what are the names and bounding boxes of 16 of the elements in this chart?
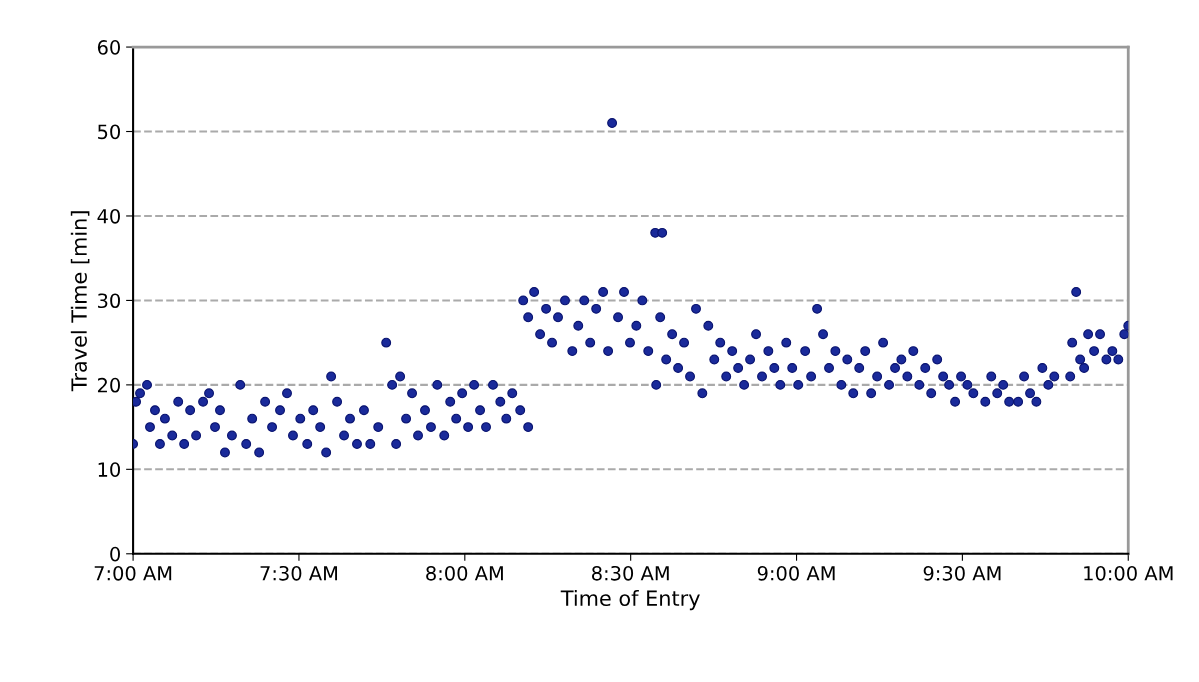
x-tick-label: 9:00 AM xyxy=(757,565,835,581)
x-tick-label: 10:00 AM xyxy=(1084,565,1173,581)
y-tick-label: 50 xyxy=(98,124,120,140)
x-tick-label: 8:00 AM xyxy=(426,565,503,581)
x-tick-label: 9:30 AM xyxy=(923,565,1001,581)
y-axis-title: Travel Time [min] xyxy=(70,211,90,392)
x-tick-label: 7:30 AM xyxy=(260,565,338,581)
y-tick-label: 30 xyxy=(98,293,120,309)
y-tick-label: 0 xyxy=(110,546,120,562)
y-tick-label: 20 xyxy=(97,377,120,393)
x-tick-label: 7:00 AM xyxy=(94,565,172,581)
x-axis-title: Time of Entry xyxy=(560,589,700,611)
x-tick-label: 8:30 AM xyxy=(592,565,669,581)
y-tick-label: 10 xyxy=(98,462,120,477)
y-tick-label: 60 xyxy=(97,40,120,55)
y-tick-label: 40 xyxy=(97,208,120,224)
